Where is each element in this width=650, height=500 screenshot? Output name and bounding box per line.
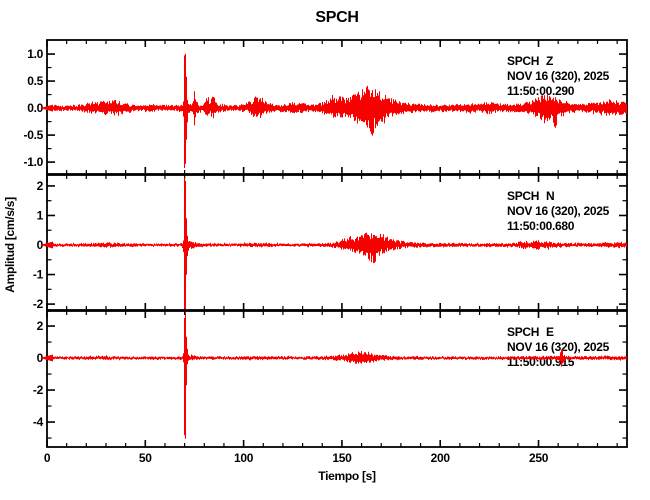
waveform-trace-n xyxy=(47,177,627,309)
station-name-z: SPCH xyxy=(507,54,539,68)
y-tick-label: 1 xyxy=(37,208,44,222)
x-axis-label: Tiempo [s] xyxy=(318,469,376,483)
channel-code-e: E xyxy=(546,325,554,339)
y-axis-label: Amplitud [cm/s/s] xyxy=(3,197,17,293)
channel-code-n: N xyxy=(546,189,554,203)
panel-label-z: SPCH Z NOV 16 (320), 2025 11:50:00.290 xyxy=(507,54,610,98)
start-time-z: 11:50:00.290 xyxy=(507,84,575,98)
waveform-traces xyxy=(40,53,627,439)
date-label-z: NOV 16 (320), 2025 xyxy=(507,69,610,83)
plot-title: SPCH xyxy=(315,9,358,26)
x-tick-label: 150 xyxy=(332,451,352,465)
waveform-trace-z xyxy=(47,53,627,168)
date-label-n: NOV 16 (320), 2025 xyxy=(507,204,610,218)
y-tick-label: -2 xyxy=(33,297,44,311)
y-tick-label: -0.5 xyxy=(24,128,44,142)
trace-start-marker xyxy=(40,241,53,249)
y-tick-label: 2 xyxy=(37,179,44,193)
y-tick-label: -2 xyxy=(33,383,44,397)
y-tick-label: 0.5 xyxy=(27,74,43,88)
station-name-n: SPCH xyxy=(507,189,539,203)
panel-frame xyxy=(46,174,628,311)
x-tick-label: 250 xyxy=(529,451,549,465)
start-time-n: 11:50:00.680 xyxy=(507,219,575,233)
y-tick-label: 0.0 xyxy=(27,101,43,115)
panel-frame xyxy=(46,310,628,448)
panel-label-e: SPCH E NOV 16 (320), 2025 11:50:00.915 xyxy=(507,325,610,369)
x-tick-label: 0 xyxy=(44,451,51,465)
x-tick-label: 100 xyxy=(234,451,254,465)
station-name-e: SPCH xyxy=(507,325,539,339)
x-tick-label: 200 xyxy=(431,451,451,465)
trace-start-marker xyxy=(40,354,53,362)
panel-label-n: SPCH N NOV 16 (320), 2025 11:50:00.680 xyxy=(507,189,610,233)
y-tick-label: -1 xyxy=(33,268,44,282)
waveform-trace-e xyxy=(47,312,627,439)
x-tick-label: 50 xyxy=(139,451,152,465)
y-tick-label: -1.0 xyxy=(24,155,44,169)
y-tick-label: 1.0 xyxy=(27,47,43,61)
channel-code-z: Z xyxy=(546,54,553,68)
y-tick-label: -4 xyxy=(33,415,44,429)
y-tick-label: 2 xyxy=(37,319,44,333)
date-label-e: NOV 16 (320), 2025 xyxy=(507,340,610,354)
